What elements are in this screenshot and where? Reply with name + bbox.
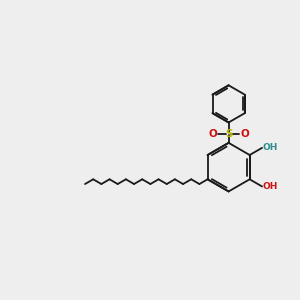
Text: OH: OH	[263, 143, 278, 152]
Text: O: O	[208, 129, 217, 139]
Text: S: S	[225, 129, 232, 139]
Text: O: O	[240, 129, 249, 139]
Text: OH: OH	[263, 182, 278, 191]
